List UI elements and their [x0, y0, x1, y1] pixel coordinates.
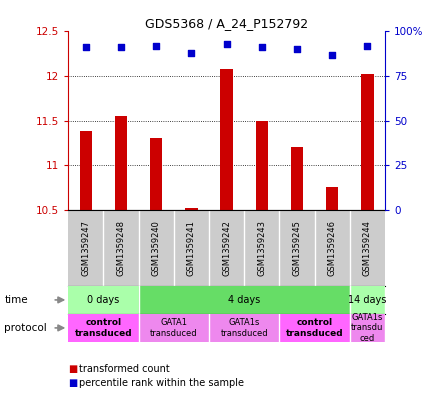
Text: transformed count: transformed count	[79, 364, 170, 375]
Bar	[80, 131, 92, 209]
Text: 0 days: 0 days	[87, 295, 120, 305]
Point	[82, 44, 89, 51]
Text: 4 days: 4 days	[228, 295, 260, 305]
Text: GATA1s
transduced: GATA1s transduced	[220, 318, 268, 338]
Text: GSM1359240: GSM1359240	[152, 220, 161, 275]
Text: 14 days: 14 days	[348, 295, 387, 305]
Bar	[256, 121, 268, 209]
Text: control
transduced: control transduced	[286, 318, 343, 338]
Bar	[209, 314, 279, 342]
Bar	[361, 74, 374, 209]
Text: GSM1359241: GSM1359241	[187, 220, 196, 275]
Bar	[350, 314, 385, 342]
Text: GSM1359245: GSM1359245	[293, 220, 301, 275]
Text: control
transduced: control transduced	[75, 318, 132, 338]
Text: GSM1359242: GSM1359242	[222, 220, 231, 275]
Text: percentile rank within the sample: percentile rank within the sample	[79, 378, 244, 388]
Bar	[139, 286, 350, 314]
Text: GATA1s
transdu
ced: GATA1s transdu ced	[351, 313, 384, 343]
Bar	[68, 286, 139, 314]
Bar	[150, 138, 162, 209]
Text: GSM1359246: GSM1359246	[328, 220, 337, 276]
Point	[117, 44, 125, 51]
Point	[293, 46, 301, 52]
Bar	[115, 116, 127, 209]
Bar	[326, 187, 338, 209]
Text: GSM1359247: GSM1359247	[81, 220, 90, 276]
Text: GSM1359248: GSM1359248	[117, 220, 125, 276]
Bar	[185, 208, 198, 209]
Text: ■: ■	[68, 378, 77, 388]
Point	[188, 50, 195, 56]
Bar	[68, 314, 139, 342]
Point	[258, 44, 265, 51]
Point	[329, 51, 336, 58]
Text: GSM1359244: GSM1359244	[363, 220, 372, 275]
Text: ■: ■	[68, 364, 77, 375]
Bar	[139, 314, 209, 342]
Bar	[279, 314, 350, 342]
Bar	[220, 69, 233, 209]
Bar	[291, 147, 303, 209]
Point	[153, 42, 160, 49]
Text: protocol: protocol	[4, 323, 47, 333]
Point	[223, 41, 230, 47]
Point	[364, 42, 371, 49]
Text: time: time	[4, 295, 28, 305]
Text: GSM1359243: GSM1359243	[257, 220, 266, 276]
Title: GDS5368 / A_24_P152792: GDS5368 / A_24_P152792	[145, 17, 308, 30]
Text: GATA1
transduced: GATA1 transduced	[150, 318, 198, 338]
Bar	[350, 286, 385, 314]
